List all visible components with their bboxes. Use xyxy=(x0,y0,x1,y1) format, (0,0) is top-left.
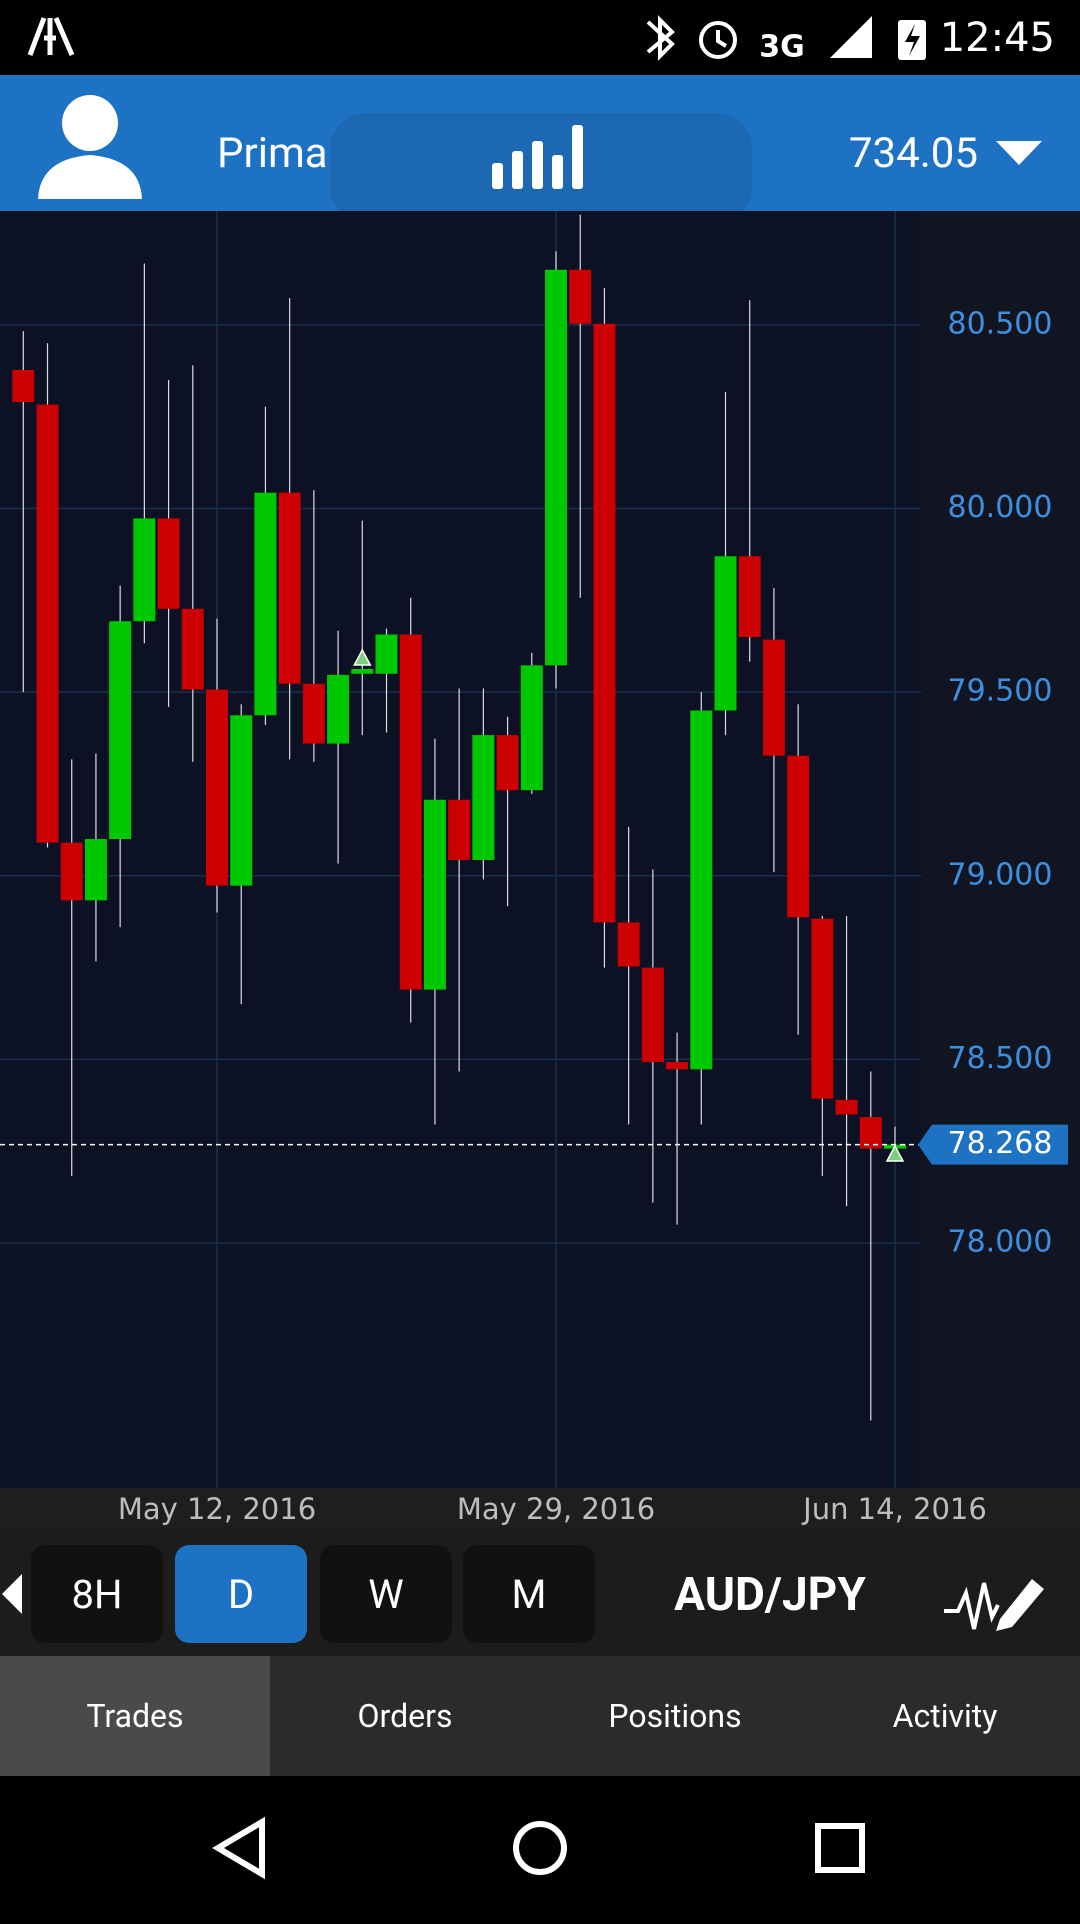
candle-body xyxy=(545,269,568,666)
candle-body xyxy=(641,967,664,1062)
candle-body xyxy=(36,404,59,843)
candle-body xyxy=(787,755,810,918)
candle-body xyxy=(181,608,204,690)
header-icons xyxy=(38,95,1042,211)
account-name[interactable]: Prima xyxy=(217,129,328,178)
candle-body xyxy=(12,370,35,402)
y-tick-label: 80.000 xyxy=(948,490,1053,525)
last-price-label: 78.268 xyxy=(948,1126,1053,1161)
candle-body xyxy=(811,918,834,1099)
candle-body xyxy=(569,269,592,324)
candle-body xyxy=(448,799,471,860)
candle-body xyxy=(593,323,616,923)
clock: 12:45 xyxy=(940,15,1055,61)
candle-body xyxy=(375,634,398,674)
candle-body xyxy=(520,665,543,791)
candle-body xyxy=(835,1099,858,1115)
status-icons: 3G 12:45 xyxy=(27,15,1055,65)
trade-marker xyxy=(885,1144,905,1162)
status-bar: 3G 12:45 xyxy=(0,0,1080,75)
candle-body xyxy=(302,683,325,744)
candle-body xyxy=(230,715,253,886)
date-strip xyxy=(0,1488,1080,1533)
candle-body xyxy=(84,839,107,901)
candle-body xyxy=(762,639,785,756)
candle-body xyxy=(278,492,301,684)
candle-body xyxy=(109,621,132,840)
tab[interactable]: Orders xyxy=(357,1697,453,1735)
y-tick-label: 79.000 xyxy=(948,857,1053,892)
candle-body xyxy=(157,518,180,609)
candle-body xyxy=(738,556,761,638)
x-tick-label: May 29, 2016 xyxy=(457,1492,655,1526)
candle-body xyxy=(327,674,350,744)
timeframe-button[interactable]: W xyxy=(320,1545,452,1643)
recents[interactable] xyxy=(815,1823,865,1873)
y-tick-label: 80.500 xyxy=(948,306,1053,341)
balance[interactable]: 734.05 xyxy=(848,129,978,178)
timeframe-button[interactable]: 8H xyxy=(31,1545,163,1643)
candle-body xyxy=(472,735,495,860)
candle-body xyxy=(666,1061,689,1070)
tab[interactable]: Activity xyxy=(892,1697,998,1735)
candle-body xyxy=(206,689,229,886)
candle-body xyxy=(133,518,156,622)
candle-body xyxy=(859,1117,882,1149)
timeframe-button[interactable]: D xyxy=(175,1545,307,1643)
candle-body xyxy=(399,634,422,990)
x-tick-label: Jun 14, 2016 xyxy=(801,1492,987,1526)
candle-body xyxy=(60,842,83,901)
candle-body xyxy=(254,492,277,716)
symbol[interactable]: AUD/JPY xyxy=(674,1567,866,1622)
home[interactable] xyxy=(513,1821,567,1875)
candle-body xyxy=(351,668,374,674)
tab[interactable]: Trades xyxy=(0,1656,270,1776)
last-price-box xyxy=(918,1124,1068,1165)
candle-body xyxy=(617,922,640,967)
nav-bar xyxy=(0,1776,1080,1920)
axis-panel xyxy=(921,211,1080,1488)
candle-body xyxy=(423,799,446,990)
back[interactable] xyxy=(212,1816,265,1880)
tab[interactable]: Positions xyxy=(608,1697,742,1735)
draw-tool[interactable] xyxy=(940,1553,1050,1643)
trade-marker xyxy=(353,648,372,666)
scroll-left[interactable] xyxy=(0,1533,30,1656)
tab-bar: Trades Orders Positions Activity xyxy=(0,1656,1080,1776)
candle-body xyxy=(496,735,519,791)
chart: 78.000 78.500 79.000 79.500 80.000 80.500 May … xyxy=(0,211,1080,1533)
y-tick-label: 78.500 xyxy=(948,1041,1053,1076)
y-tick-label: 78.000 xyxy=(948,1225,1053,1260)
network: 3G xyxy=(759,30,805,65)
y-tick-label: 79.500 xyxy=(948,674,1053,709)
toolbar: 8H D W M AUD/JPY xyxy=(0,1533,1080,1656)
timeframe-button[interactable]: M xyxy=(463,1545,595,1643)
x-tick-label: May 12, 2016 xyxy=(118,1492,316,1526)
candle-body xyxy=(690,710,713,1070)
candle-body xyxy=(714,556,737,711)
nav-icons xyxy=(212,1816,865,1880)
header: Prima 734.05 xyxy=(0,75,1080,211)
